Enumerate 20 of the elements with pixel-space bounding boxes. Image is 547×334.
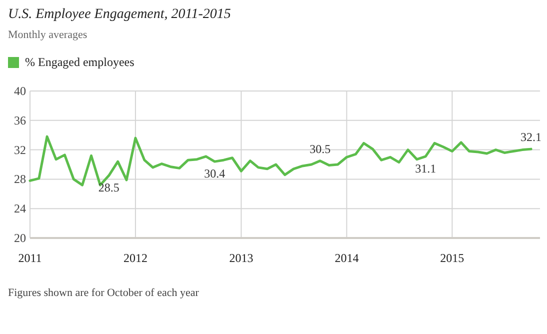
x-tick-label: 2013 [229,251,254,265]
x-tick-label: 2012 [123,251,148,265]
x-tick-label: 2015 [440,251,464,265]
y-tick-label: 24 [14,202,26,216]
y-tick-label: 28 [14,172,26,186]
chart-title: U.S. Employee Engagement, 2011-2015 [8,7,231,22]
chart-subtitle: Monthly averages [8,29,88,41]
y-tick-label: 32 [14,142,26,157]
annotation: 31.1 [415,161,436,176]
y-tick-label: 40 [14,84,26,98]
annotation: 30.4 [204,166,226,181]
y-tick-label: 36 [14,113,26,128]
x-tick-label: 2014 [334,251,359,265]
y-tick-label: 20 [14,231,26,245]
x-tick-label: 2011 [18,251,42,265]
annotation: 28.5 [98,180,120,195]
text: Figures shown are for October of each year [8,287,200,299]
legend-label: % Engaged employees [25,55,135,69]
annotation: 30.5 [310,142,331,156]
annotation: 32.1 [520,130,542,144]
